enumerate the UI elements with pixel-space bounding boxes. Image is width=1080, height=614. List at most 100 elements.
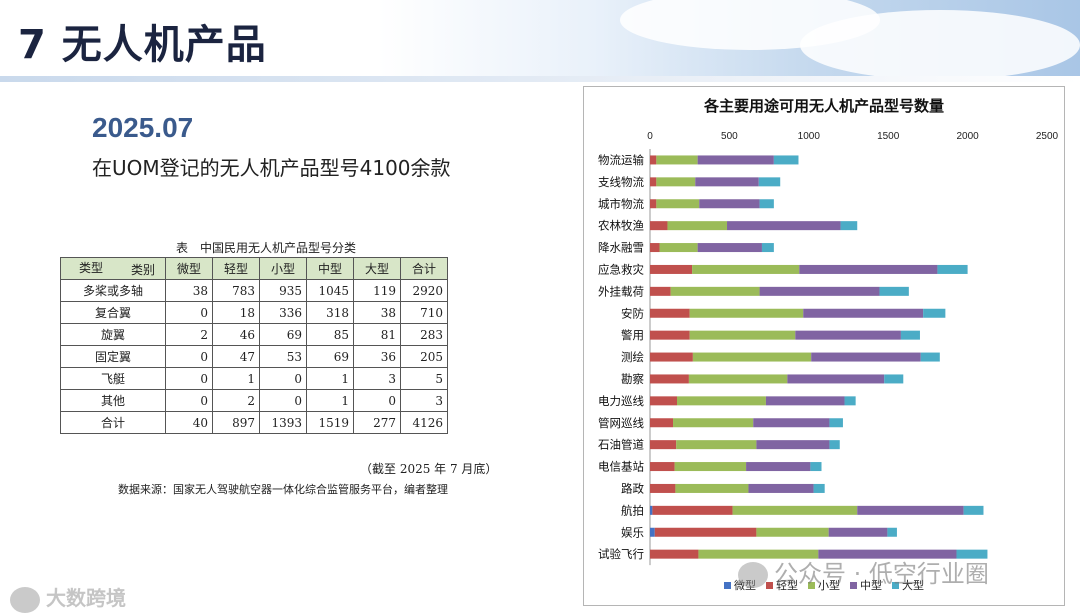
bar-segment-小型: [670, 286, 760, 296]
bar-segment-中型: [697, 155, 774, 165]
table-cell: 277: [353, 411, 401, 434]
bar-segment-轻型: [650, 462, 675, 472]
bar-segment-中型: [746, 462, 811, 472]
table-cell: 336: [259, 301, 307, 324]
table-cell: 46: [212, 323, 260, 346]
table-cell: 205: [400, 345, 448, 368]
watermark-right-text: 公众号 · 低空行业圈: [774, 560, 989, 588]
table-cell: 1: [212, 367, 260, 390]
bar-segment-轻型: [650, 352, 693, 362]
bar-segment-轻型: [650, 418, 674, 428]
column-header: 合计: [400, 257, 448, 280]
bar-segment-轻型: [652, 505, 733, 515]
bar-segment-大型: [759, 199, 774, 209]
category-label: 航拍: [621, 503, 644, 517]
table-cell: 318: [306, 301, 354, 324]
category-label: 电信基站: [598, 460, 644, 474]
category-label: 警用: [621, 328, 644, 342]
x-tick-label: 2000: [956, 131, 979, 142]
bar-segment-中型: [695, 177, 759, 187]
bar-segment-小型: [689, 308, 804, 318]
table-cell: 2: [212, 389, 260, 412]
bar-segment-微型: [650, 505, 653, 515]
category-label: 城市物流: [598, 197, 644, 211]
table-cell: 0: [165, 389, 213, 412]
bar-segment-轻型: [650, 330, 690, 340]
bar-segment-轻型: [650, 440, 677, 450]
table-row: 多桨或多轴 38 783 935 1045 119 2920: [60, 279, 448, 302]
bar-segment-小型: [756, 527, 829, 537]
table-cell: 0: [165, 367, 213, 390]
bar-segment-微型: [650, 527, 655, 537]
data-source: 数据来源：国家无人驾驶航空器一体化综合监管服务平台，编者整理: [118, 483, 448, 496]
legend-label: 大型: [902, 578, 924, 592]
bar-segment-轻型: [650, 221, 668, 231]
table-header-row: 类别 类型 微型 轻型 小型 中型 大型 合计: [60, 257, 448, 280]
column-header: 中型: [306, 257, 354, 280]
bar-segment-大型: [844, 396, 856, 406]
bar-segment-小型: [667, 221, 728, 231]
bar-segment-轻型: [650, 549, 699, 559]
wechat-icon: [738, 562, 768, 588]
table-cell: 69: [259, 323, 307, 346]
bar-segment-大型: [879, 286, 909, 296]
category-label: 测绘: [621, 350, 644, 364]
corner-label-category: 类别: [130, 263, 155, 277]
bar-segment-大型: [937, 264, 968, 274]
bar-segment-中型: [699, 199, 760, 209]
table-cell: 1045: [306, 279, 354, 302]
table-row: 飞艇 0 1 0 1 3 5: [60, 367, 448, 390]
watermark-right: 公众号 · 低空行业圈: [738, 554, 989, 589]
legend-swatch: [850, 582, 857, 589]
table-cell: 0: [165, 345, 213, 368]
bar-segment-轻型: [654, 527, 757, 537]
bar-segment-中型: [748, 483, 814, 493]
legend-label: 小型: [818, 578, 840, 592]
table-row: 合计 40 897 1393 1519 277 4126: [60, 411, 448, 434]
table-cell: 18: [212, 301, 260, 324]
bar-segment-中型: [727, 221, 841, 231]
column-header: 微型: [165, 257, 213, 280]
bar-segment-轻型: [650, 286, 671, 296]
category-label: 娱乐: [621, 525, 644, 539]
corner-label-type: 类型: [79, 261, 104, 275]
bar-segment-中型: [857, 505, 964, 515]
bar-segment-轻型: [650, 374, 689, 384]
bar-segment-中型: [759, 286, 880, 296]
bar-segment-小型: [676, 440, 757, 450]
product-type-table: 类别 类型 微型 轻型 小型 中型 大型 合计 多桨或多轴 38 783 935 104…: [60, 257, 448, 434]
bar-segment-大型: [829, 440, 840, 450]
category-label: 管网巡线: [598, 416, 644, 430]
bar-segment-大型: [758, 177, 781, 187]
x-tick-label: 1000: [798, 131, 821, 142]
bar-segment-轻型: [650, 308, 690, 318]
bar-segment-大型: [813, 483, 825, 493]
category-label: 路政: [621, 481, 644, 495]
bar-segment-小型: [673, 418, 754, 428]
x-tick-label: 1500: [877, 131, 900, 142]
bar-segment-轻型: [650, 199, 657, 209]
x-tick-label: 2500: [1036, 131, 1059, 142]
bar-segment-中型: [803, 308, 924, 318]
bar-segment-大型: [829, 418, 843, 428]
category-label: 降水融雪: [598, 241, 644, 255]
chart-title: 各主要用途可用无人机产品型号数量: [703, 97, 944, 115]
bar-segment-小型: [656, 155, 698, 165]
bar-segment-中型: [811, 352, 921, 362]
bar-segment-大型: [761, 243, 774, 253]
cloud-decoration: [800, 10, 1080, 80]
table-row: 旋翼 2 46 69 85 81 283: [60, 323, 448, 346]
table-cell: 897: [212, 411, 260, 434]
table-cell: 119: [353, 279, 401, 302]
legend-label: 中型: [860, 578, 882, 592]
bar-segment-大型: [920, 352, 940, 362]
bar-segment-中型: [787, 374, 885, 384]
bar-segment-小型: [674, 462, 747, 472]
table-row: 其他 0 2 0 1 0 3: [60, 389, 448, 412]
table-cell: 69: [306, 345, 354, 368]
bar-segment-大型: [923, 308, 946, 318]
bar-segment-轻型: [650, 396, 677, 406]
category-label: 外挂载荷: [598, 284, 644, 298]
table-row: 固定翼 0 47 53 69 36 205: [60, 345, 448, 368]
legend-swatch: [892, 582, 899, 589]
